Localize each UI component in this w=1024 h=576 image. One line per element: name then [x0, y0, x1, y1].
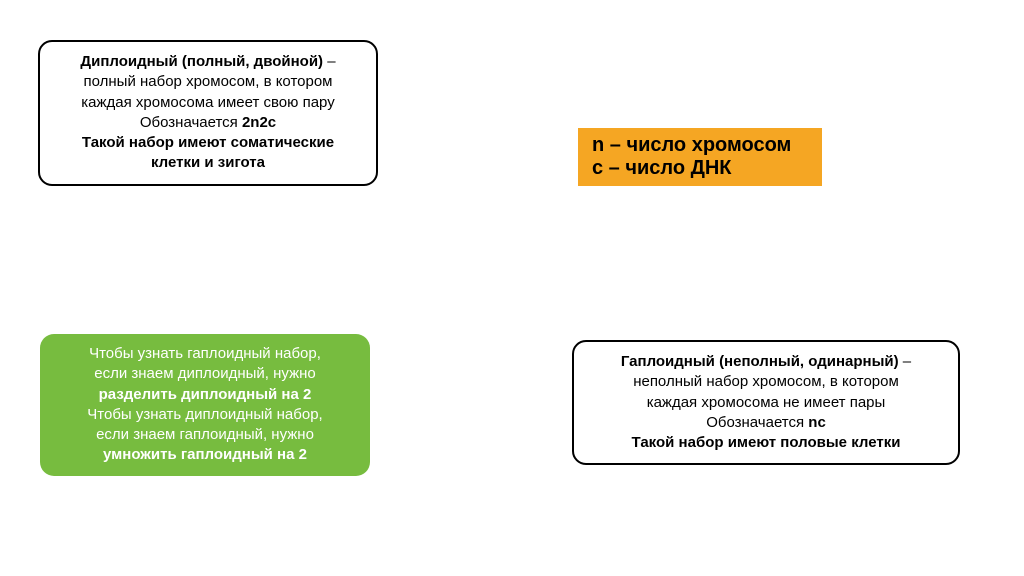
- haploid-line1: Гаплоидный (неполный, одинарный) –: [588, 352, 944, 372]
- conversion-line1: Чтобы узнать гаплоидный набор,: [54, 344, 356, 364]
- diploid-line1-rest: –: [323, 53, 336, 70]
- haploid-definition-box: Гаплоидный (неполный, одинарный) – непол…: [572, 340, 960, 465]
- diploid-line4: Обозначается 2n2c: [54, 113, 362, 133]
- haploid-line3: каждая хромосома не имеет пары: [588, 393, 944, 413]
- conversion-line2: если знаем диплоидный, нужно: [54, 364, 356, 384]
- diploid-title-bold: Диплоидный (полный, двойной): [80, 53, 323, 70]
- diploid-line1: Диплоидный (полный, двойной) –: [54, 52, 362, 72]
- diploid-line4-pre: Обозначается: [140, 114, 242, 131]
- haploid-line4: Обозначается nc: [588, 413, 944, 433]
- conversion-line5: если знаем гаплоидный, нужно: [54, 425, 356, 445]
- haploid-line2: неполный набор хромосом, в котором: [588, 372, 944, 392]
- legend-line1: n – число хромосом: [592, 134, 808, 157]
- conversion-line6-bold: умножить гаплоидный на 2: [54, 445, 356, 465]
- diploid-line5: Такой набор имеют соматические: [54, 133, 362, 153]
- diploid-line6: клетки и зигота: [54, 153, 362, 173]
- haploid-line4-pre: Обозначается: [706, 414, 808, 431]
- haploid-line5: Такой набор имеют половые клетки: [588, 433, 944, 453]
- conversion-rule-box: Чтобы узнать гаплоидный набор, если знае…: [40, 334, 370, 476]
- legend-line2: c – число ДНК: [592, 157, 808, 180]
- diploid-definition-box: Диплоидный (полный, двойной) – полный на…: [38, 40, 378, 186]
- conversion-line3-bold: разделить диплоидный на 2: [54, 385, 356, 405]
- haploid-title-bold: Гаплоидный (неполный, одинарный): [621, 353, 899, 370]
- diploid-line3: каждая хромосома имеет свою пару: [54, 93, 362, 113]
- diploid-notation-bold: 2n2c: [242, 114, 276, 131]
- diploid-line2: полный набор хромосом, в котором: [54, 72, 362, 92]
- legend-box: n – число хромосом c – число ДНК: [578, 128, 822, 186]
- haploid-line1-rest: –: [899, 353, 912, 370]
- conversion-line4: Чтобы узнать диплоидный набор,: [54, 405, 356, 425]
- haploid-notation-bold: nc: [808, 414, 826, 431]
